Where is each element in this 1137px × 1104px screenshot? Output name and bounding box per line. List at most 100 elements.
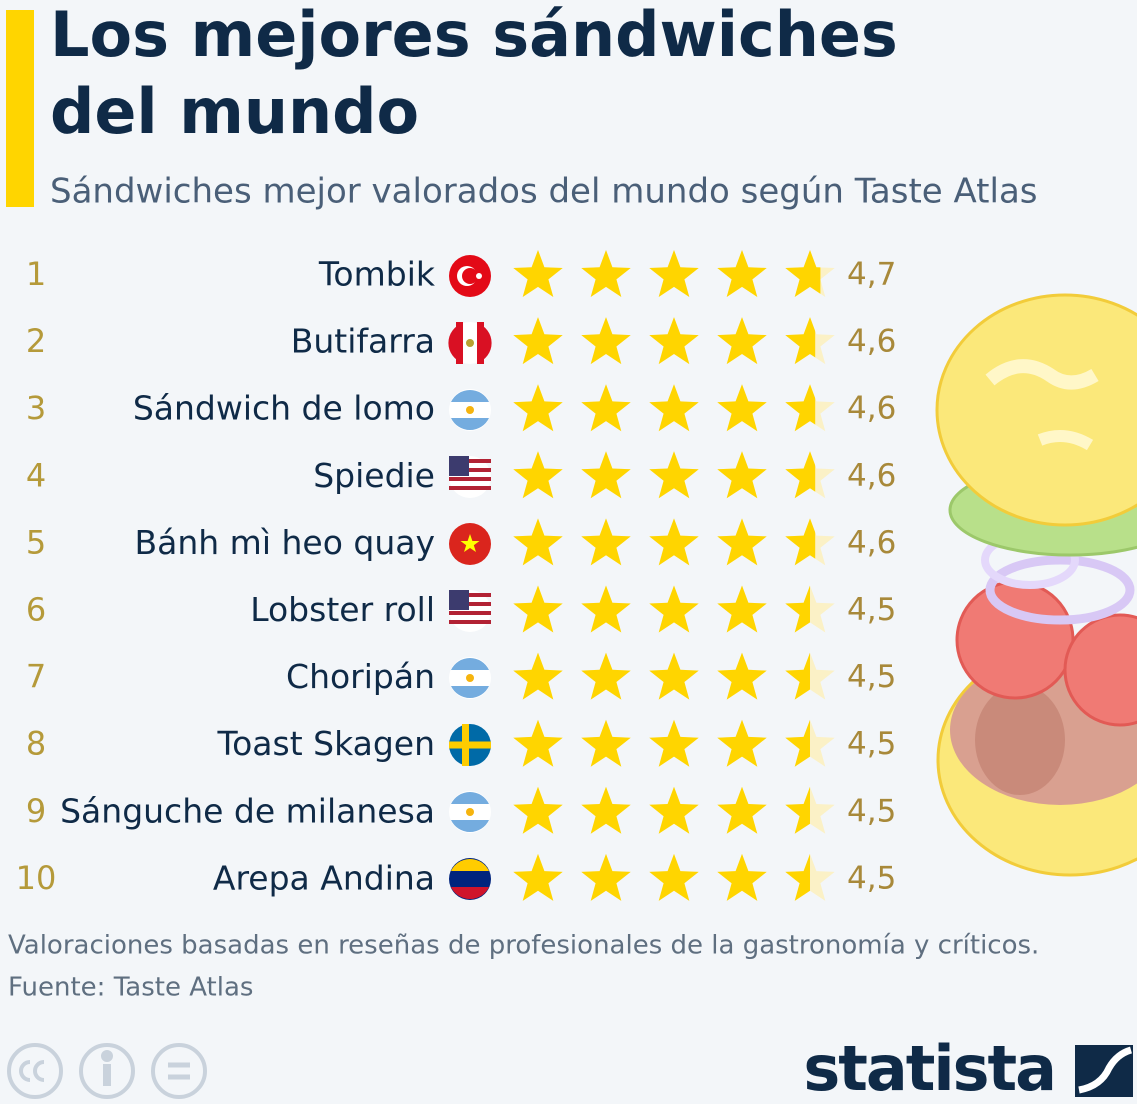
star — [513, 786, 563, 834]
category-label: Butifarra — [291, 322, 435, 361]
star — [649, 250, 699, 297]
star — [513, 250, 563, 297]
rank: 2 — [26, 322, 46, 360]
star — [581, 250, 631, 297]
star — [717, 652, 767, 700]
star — [581, 518, 631, 566]
star — [717, 786, 767, 834]
star-rating — [513, 384, 816, 432]
star — [513, 451, 563, 499]
star — [649, 585, 699, 633]
accent-bar — [6, 10, 34, 207]
star — [785, 786, 810, 834]
rank: 1 — [26, 255, 46, 293]
chart-title: Los mejores sándwiches — [50, 0, 898, 71]
star — [581, 317, 631, 365]
star — [717, 317, 767, 365]
star — [649, 317, 699, 365]
star — [717, 585, 767, 633]
star — [581, 853, 631, 901]
rank: 4 — [26, 456, 46, 494]
star — [649, 451, 699, 499]
star — [581, 786, 631, 834]
value-label: 4,5 — [847, 592, 896, 628]
chart-subtitle: Sándwiches mejor valorados del mundo seg… — [50, 172, 1038, 212]
rank: 6 — [26, 591, 46, 629]
value-label: 4,6 — [847, 458, 896, 494]
star — [513, 384, 563, 432]
chart-title: del mundo — [50, 75, 419, 148]
star — [785, 585, 810, 633]
value-label: 4,6 — [847, 324, 896, 360]
star — [649, 518, 699, 566]
rank: 3 — [26, 389, 46, 427]
star — [581, 585, 631, 633]
rank: 7 — [26, 658, 46, 696]
category-label: Tombik — [318, 255, 436, 294]
star — [513, 317, 563, 365]
star — [581, 451, 631, 499]
star-rating — [513, 317, 816, 365]
star — [785, 317, 816, 365]
star — [785, 719, 810, 767]
value-label: 4,5 — [847, 860, 896, 896]
star — [513, 853, 563, 901]
value-label: 4,5 — [847, 726, 896, 762]
star — [649, 853, 699, 901]
value-label: 4,5 — [847, 793, 896, 829]
category-label: Spiedie — [313, 456, 435, 495]
star — [581, 652, 631, 700]
star-rating — [513, 518, 816, 566]
star-rating — [513, 652, 810, 700]
star — [717, 853, 767, 901]
value-label: 4,6 — [847, 391, 896, 427]
star — [513, 719, 563, 767]
value-label: 4,6 — [847, 525, 896, 561]
star — [649, 786, 699, 834]
star-rating — [513, 719, 810, 767]
star — [785, 652, 810, 700]
brand-mark — [1075, 1045, 1133, 1097]
license-icons — [7, 1043, 207, 1099]
star — [649, 384, 699, 432]
star — [785, 518, 816, 566]
star — [785, 384, 816, 432]
star — [717, 384, 767, 432]
sandwich-illustration — [935, 293, 1137, 877]
star — [581, 384, 631, 432]
star — [513, 585, 563, 633]
star — [717, 518, 767, 566]
category-label: Choripán — [286, 657, 435, 696]
star — [717, 451, 767, 499]
category-label: Toast Skagen — [217, 724, 435, 763]
category-label: Sánguche de milanesa — [60, 791, 435, 830]
rank: 10 — [16, 859, 57, 897]
category-label: Lobster roll — [250, 590, 435, 629]
note: Valoraciones basadas en reseñas de profe… — [8, 931, 1039, 961]
star — [785, 853, 810, 901]
star — [785, 250, 821, 297]
star-rating — [513, 786, 810, 834]
value-label: 4,5 — [847, 659, 896, 695]
star — [717, 719, 767, 767]
rank: 9 — [26, 792, 46, 830]
star — [785, 451, 816, 499]
category-label: Arepa Andina — [213, 858, 435, 897]
flags — [448, 255, 492, 900]
star — [581, 719, 631, 767]
star — [513, 652, 563, 700]
star — [649, 652, 699, 700]
star-rating — [513, 585, 810, 633]
star-rating — [513, 250, 821, 297]
rank: 5 — [26, 523, 46, 561]
source: Fuente: Taste Atlas — [8, 973, 253, 1003]
star-rating — [513, 853, 810, 901]
category-label: Bánh mì heo quay — [135, 523, 436, 562]
category-label: Sándwich de lomo — [133, 389, 435, 428]
star — [513, 518, 563, 566]
value-label: 4,7 — [847, 257, 896, 293]
brand-logo: statista — [803, 1032, 1055, 1104]
